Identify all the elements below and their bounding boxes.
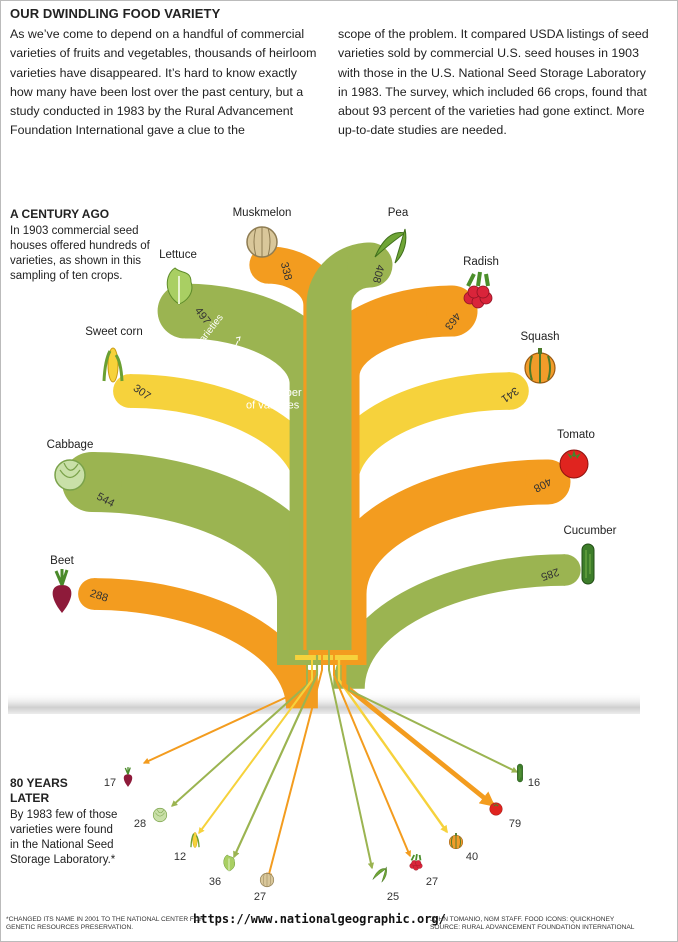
category-label-squash: Squash	[520, 331, 559, 343]
squash-icon	[524, 348, 556, 384]
branch-cap-pea	[347, 242, 393, 288]
squash-icon-small	[448, 833, 464, 850]
branch-1903-cucumber	[333, 554, 566, 690]
category-label-cabbage: Cabbage	[47, 439, 94, 451]
branch-1983-pea	[328, 650, 375, 870]
value-1983-beet: 17	[104, 777, 116, 789]
category-label-radish: Radish	[463, 256, 499, 268]
value-1903-cucumber: 285	[539, 565, 560, 582]
credits: JOHN TOMANIO, NGM STAFF. FOOD ICONS: QUI…	[430, 916, 675, 932]
cabbage-icon	[54, 459, 86, 491]
value-1983-lettuce: 36	[209, 876, 221, 888]
cabbage-icon-small	[152, 807, 168, 823]
branch-1983-beet	[142, 670, 303, 764]
footnote: *CHANGED ITS NAME IN 2001 TO THE NATIONA…	[6, 916, 204, 931]
category-label-beet: Beet	[50, 555, 74, 567]
beet-icon	[52, 569, 72, 613]
page-title: OUR DWINDLING FOOD VARIETY	[10, 6, 221, 21]
value-1983-muskmelon: 27	[254, 891, 266, 903]
lettuce-icon	[166, 267, 193, 305]
value-1903-beet: 288	[88, 588, 109, 605]
width-note-line: equals	[246, 375, 279, 387]
category-label-cucumber: Cucumber	[563, 525, 616, 537]
pea-icon-small	[372, 866, 387, 883]
category-label-lettuce: Lettuce	[159, 249, 197, 261]
value-1983-cucumber: 16	[528, 777, 540, 789]
source-line: SOURCE: RURAL ADVANCEMENT FOUNDATION INT…	[430, 924, 635, 931]
cucumber-icon-small	[517, 763, 523, 783]
credit-line: JOHN TOMANIO, NGM STAFF. FOOD ICONS: QUI…	[430, 916, 615, 923]
width-note: Width equals the number of varieties	[216, 336, 302, 412]
branch-1983-cucumber	[348, 670, 519, 773]
branch-1903-beet	[93, 578, 318, 710]
width-note-arrow	[218, 340, 239, 382]
melon-icon-small	[259, 872, 275, 888]
intro-text-right: scope of the problem. It compared USDA l…	[338, 27, 649, 138]
width-note-line: the number	[246, 387, 302, 399]
radish-icon	[463, 271, 493, 309]
branch-cap-cucumber	[549, 554, 581, 586]
source-url: https://www.nationalgeographic.org/	[193, 912, 446, 926]
value-1983-sweet-corn: 12	[174, 851, 186, 863]
category-label-sweet-corn: Sweet corn	[85, 326, 143, 338]
value-1983-radish: 27	[426, 876, 438, 888]
branch-cap-sweet-corn	[113, 374, 147, 408]
branch-1983-lettuce	[233, 655, 319, 859]
century-heading: A CENTURY AGO	[10, 207, 110, 221]
cucumber-icon	[581, 543, 595, 585]
branch-1983-radish	[333, 655, 411, 858]
branch-1983-tomato	[341, 665, 496, 807]
value-1983-squash: 40	[466, 851, 478, 863]
intro-text-left: As we’ve come to depend on a handful of …	[10, 27, 317, 138]
branch-cap-beet	[78, 578, 110, 610]
later-text: By 1983 few of those varieties were foun…	[10, 809, 118, 866]
branch-1983-sweet-corn	[198, 660, 313, 835]
ground-shadow	[8, 692, 640, 714]
tomato-icon	[559, 449, 589, 479]
value-1903-pea: 408	[370, 263, 386, 284]
corn-icon-small	[190, 832, 200, 848]
lettuce-icon-small	[223, 854, 236, 872]
width-note-text: Width equals the number of varieties	[246, 362, 302, 412]
value-1903-muskmelon: 338	[278, 261, 294, 282]
value-1983-pea: 25	[387, 891, 399, 903]
radish-icon-small	[409, 853, 423, 871]
corn-icon	[102, 347, 124, 383]
later-heading: 80 YEARS LATER	[10, 776, 68, 805]
category-label-tomato: Tomato	[557, 429, 595, 441]
category-label-pea: Pea	[388, 207, 409, 219]
width-note-arrow-tip	[235, 336, 241, 342]
branch-cap-squash	[491, 372, 529, 410]
branch-1983-cabbage	[171, 665, 308, 807]
width-note-arrow-tail	[216, 380, 222, 386]
beet-icon-small	[123, 767, 133, 787]
century-text: In 1903 commercial seed houses offered h…	[10, 225, 150, 282]
value-1983-cabbage: 28	[134, 818, 146, 830]
branch-1983-muskmelon	[266, 650, 323, 880]
value-1983-tomato: 79	[509, 818, 521, 830]
width-note-line: Width	[246, 362, 274, 374]
width-note-line: of varieties	[246, 400, 300, 412]
melon-icon	[246, 226, 278, 258]
category-label-muskmelon: Muskmelon	[233, 207, 292, 219]
tomato-icon-small	[489, 802, 503, 816]
branch-1983-squash	[337, 660, 448, 834]
branch-cap-tomato	[525, 459, 571, 505]
pea-icon	[374, 228, 407, 264]
